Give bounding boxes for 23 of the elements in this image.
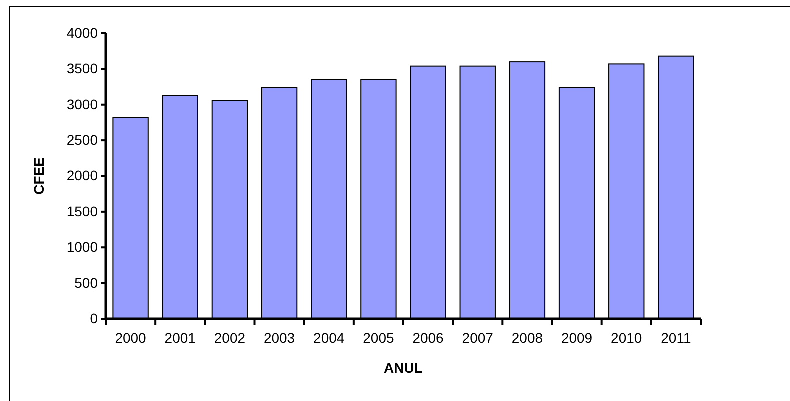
x-tick-label: 2008 <box>512 330 544 346</box>
y-tick-label: 4000 <box>66 24 98 41</box>
y-tick-label: 2000 <box>66 168 98 184</box>
x-tick-label: 2006 <box>412 330 444 346</box>
y-tick-label: 3500 <box>66 60 98 77</box>
x-tick-label: 2010 <box>611 330 642 346</box>
x-tick-label: 2003 <box>264 330 296 346</box>
x-tick-label: 2009 <box>561 330 593 346</box>
x-tick-label: 2004 <box>314 330 345 346</box>
y-tick-label: 500 <box>74 274 98 291</box>
x-tick-label: 2005 <box>363 330 394 346</box>
y-tick-label: 1000 <box>66 239 98 256</box>
y-tick-label: 3000 <box>66 96 98 112</box>
y-tick-label: 1500 <box>66 203 98 220</box>
x-tick-label: 2000 <box>115 330 147 346</box>
x-tick-label: 2011 <box>661 330 692 346</box>
y-axis-title: CFEE <box>31 158 47 195</box>
y-tick-label: 2500 <box>66 132 98 148</box>
y-tick-label: 0 <box>90 310 98 326</box>
x-tick-label: 2001 <box>164 330 196 346</box>
x-tick-label: 2007 <box>462 330 494 346</box>
x-axis-title: ANUL <box>384 360 424 376</box>
x-tick-label: 2002 <box>214 330 246 346</box>
